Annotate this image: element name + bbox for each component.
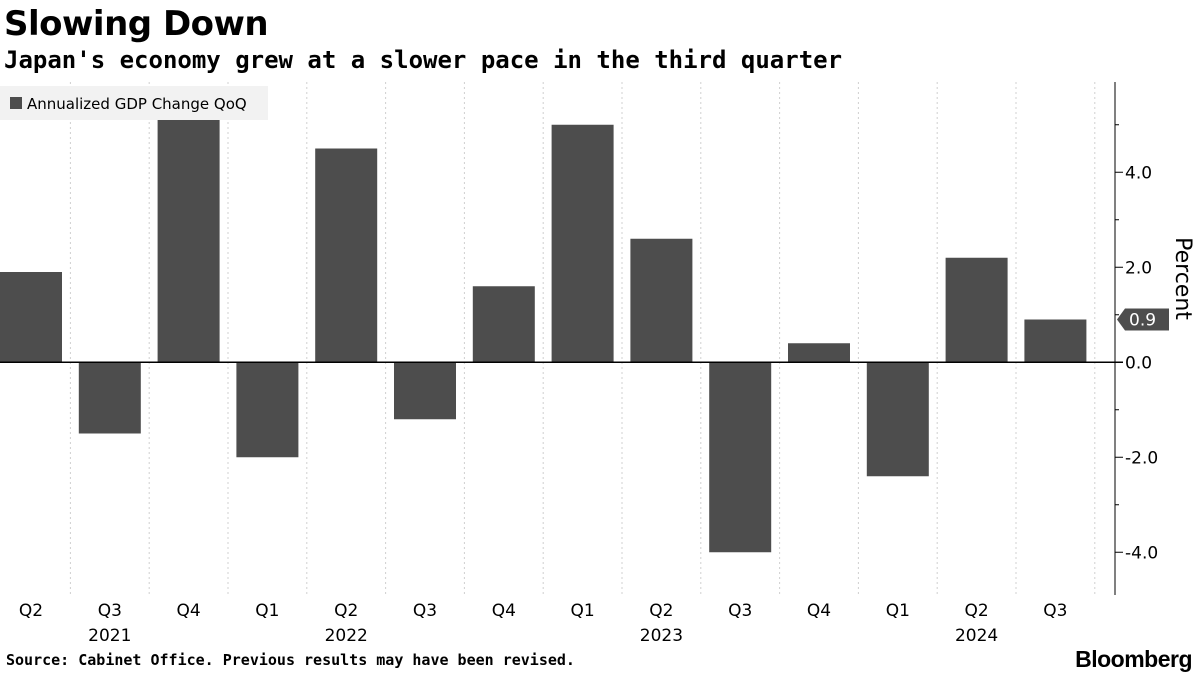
x-tick-label: Q4 [807,601,831,621]
x-tick-label: Q3 [1043,601,1067,621]
last-value-label: 0.9 [1129,311,1156,331]
x-tick-label: Q2 [19,601,43,621]
x-tick-label: Q4 [492,601,516,621]
last-value-tag [1117,308,1169,331]
y-tick-label: -4.0 [1125,543,1158,563]
year-label: 2023 [640,626,683,646]
grid-lines [69,82,1096,595]
y-tick-label: -2.0 [1125,448,1158,468]
x-tick-label: Q2 [649,601,673,621]
bar [866,362,929,477]
x-tick-label: Q1 [255,601,279,621]
legend-swatch [10,97,22,109]
y-tick-label: 4.0 [1125,163,1152,183]
bar [630,238,693,363]
bar [1024,319,1087,363]
source-note: Source: Cabinet Office. Previous results… [6,651,575,669]
bars [0,120,1087,553]
bar [788,343,850,363]
year-label: 2021 [88,626,131,646]
year-label: 2022 [325,626,368,646]
bar [78,362,141,434]
chart-title: Slowing Down [4,4,269,44]
bar [394,362,456,420]
x-tick-label: Q3 [728,601,752,621]
x-tick-label: Q2 [334,601,358,621]
bar [472,286,535,363]
chart-subtitle: Japan's economy grew at a slower pace in… [4,46,843,74]
bar [945,257,1008,363]
bar [315,148,378,363]
x-axis-labels: Q2 Q3 Q4 Q1 Q2 Q3 Q4 Q1 Q2 Q3 Q4 Q1 Q2 Q3 2021 2022 2023… [19,601,1068,646]
bar [551,124,614,363]
y-axis-title: Percent [1170,237,1195,320]
bar [0,272,62,363]
x-tick-label: Q3 [413,601,437,621]
year-label: 2024 [955,626,998,646]
bar [709,362,772,553]
y-tick-label: 2.0 [1125,258,1152,278]
y-axis: 4.0 2.0 0.0 -2.0 -4.0 0.9 Percent [0,82,1195,595]
x-tick-label: Q1 [886,601,910,621]
x-tick-label: Q3 [98,601,122,621]
bar [236,362,299,458]
legend-background [0,86,268,120]
y-tick-label: 0.0 [1125,353,1152,373]
legend: Annualized GDP Change QoQ [0,86,268,120]
legend-label: Annualized GDP Change QoQ [27,95,247,113]
x-tick-label: Q2 [964,601,988,621]
bloomberg-logo: Bloomberg [1075,646,1192,672]
bar [157,120,220,363]
x-tick-label: Q4 [176,601,200,621]
x-tick-label: Q1 [570,601,594,621]
